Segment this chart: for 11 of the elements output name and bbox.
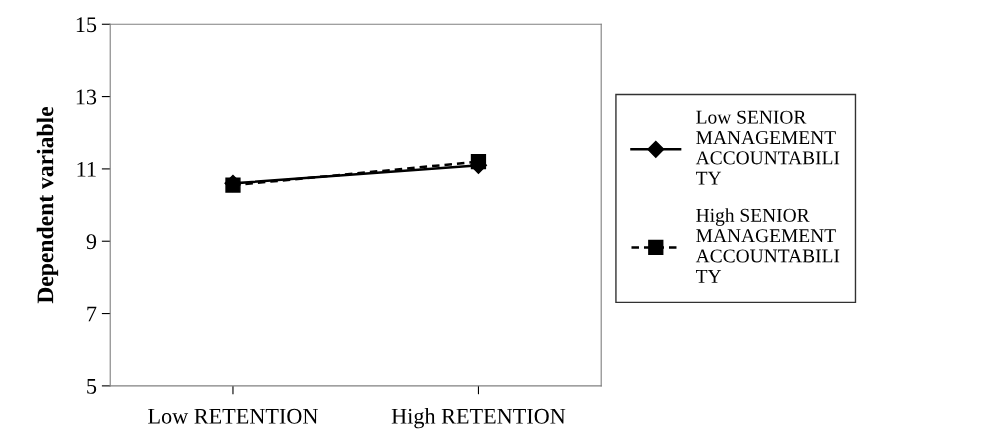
x-tick-label: Low RETENTION [148,408,318,424]
y-tick-label: 5 [87,379,97,394]
y-tick-label: 11 [77,161,96,177]
x-tick-label: High RETENTION [391,408,566,429]
y-tick-label: 15 [76,17,97,33]
y-tick-label: 7 [87,306,97,322]
legend-label: Low SENIOR MANAGEMENT ACCOUNTABILITY [695,110,840,185]
y-axis-title: Dependent variable [36,106,59,304]
legend-label: High SENIOR MANAGEMENT ACCOUNTABILITY [695,208,840,283]
y-tick-label: 9 [86,234,97,250]
y-tick-label: 13 [76,89,97,105]
